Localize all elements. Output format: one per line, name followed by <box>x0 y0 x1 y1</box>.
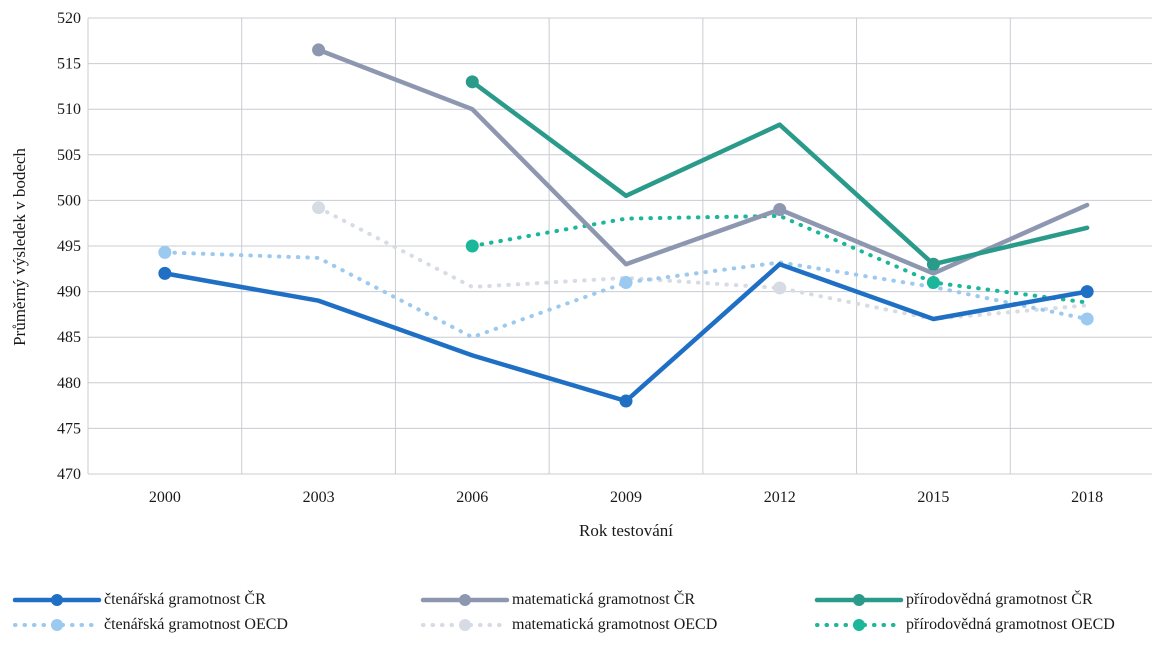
data-point <box>158 245 172 259</box>
x-tick-label: 2015 <box>917 489 949 506</box>
legend-item: čtenářská gramotnost ČR <box>12 589 266 611</box>
data-point <box>312 43 326 57</box>
series-line <box>162 250 1090 340</box>
legend-swatch-icon <box>13 619 101 631</box>
x-tick-label: 2006 <box>456 489 488 506</box>
y-tick-label: 475 <box>57 420 81 437</box>
y-tick-label: 485 <box>57 329 81 346</box>
legend-label: matematická gramotnost OECD <box>512 616 718 633</box>
data-point <box>773 281 787 295</box>
legend-label: matematická gramotnost ČR <box>512 591 696 608</box>
y-tick-label: 510 <box>57 101 81 118</box>
y-tick-label: 470 <box>57 466 81 483</box>
legend-label: čtenářská gramotnost OECD <box>104 616 288 633</box>
series-1 <box>312 43 1090 276</box>
data-point <box>773 203 787 217</box>
series-line <box>470 79 1090 267</box>
data-point <box>312 201 326 215</box>
legend-label: čtenářská gramotnost ČR <box>104 591 266 608</box>
series-3 <box>158 245 1094 340</box>
data-point <box>158 266 172 280</box>
series-line <box>316 47 1090 276</box>
series-5 <box>465 213 1090 305</box>
data-point <box>1080 312 1094 326</box>
y-tick-label: 520 <box>57 10 81 27</box>
y-tick-label: 495 <box>57 238 81 255</box>
series-layer <box>158 43 1094 408</box>
y-tick-label: 515 <box>57 56 81 73</box>
x-tick-label: 2000 <box>149 489 181 506</box>
legend-swatch-icon <box>815 619 903 631</box>
x-tick-labels: 2000 2003 2006 2009 2012 2015 2018 <box>149 489 1103 506</box>
data-point <box>465 75 479 89</box>
series-line <box>470 213 1090 305</box>
x-tick-label: 2018 <box>1071 489 1103 506</box>
y-tick-label: 500 <box>57 192 81 209</box>
data-point <box>1080 285 1094 299</box>
x-tick-label: 2003 <box>303 489 335 506</box>
data-point <box>465 239 479 253</box>
y-tick-label: 480 <box>57 375 81 392</box>
legend: čtenářská gramotnost ČR matematická gramo… <box>0 589 1152 642</box>
legend-item: čtenářská gramotnost OECD <box>12 614 288 636</box>
legend-swatch-icon <box>421 619 509 631</box>
legend-label: přírodovědná gramotnost OECD <box>906 616 1115 633</box>
data-point <box>926 257 940 271</box>
legend-swatch-icon <box>12 594 102 606</box>
legend-item: přírodovědná gramotnost ČR <box>814 589 1093 611</box>
y-tick-labels: 470 475 480 485 490 495 500 505 510 515 520 <box>57 10 81 483</box>
legend-item: přírodovědná gramotnost OECD <box>814 614 1115 636</box>
x-tick-label: 2012 <box>764 489 796 506</box>
y-tick-label: 505 <box>57 147 81 164</box>
x-tick-label: 2009 <box>610 489 642 506</box>
x-axis-label: Rok testování <box>579 521 673 540</box>
legend-swatch-icon <box>420 594 510 606</box>
data-point <box>619 275 633 289</box>
legend-label: přírodovědná gramotnost ČR <box>906 591 1093 608</box>
data-point <box>926 275 940 289</box>
y-tick-label: 490 <box>57 284 81 301</box>
data-point <box>619 394 633 408</box>
series-2 <box>465 75 1090 271</box>
legend-item: matematická gramotnost OECD <box>420 614 717 636</box>
series-0 <box>158 261 1094 408</box>
legend-swatch-icon <box>814 594 904 606</box>
y-axis-label: Průměrný výsledek v bodech <box>10 148 29 346</box>
legend-item: matematická gramotnost ČR <box>420 589 695 611</box>
